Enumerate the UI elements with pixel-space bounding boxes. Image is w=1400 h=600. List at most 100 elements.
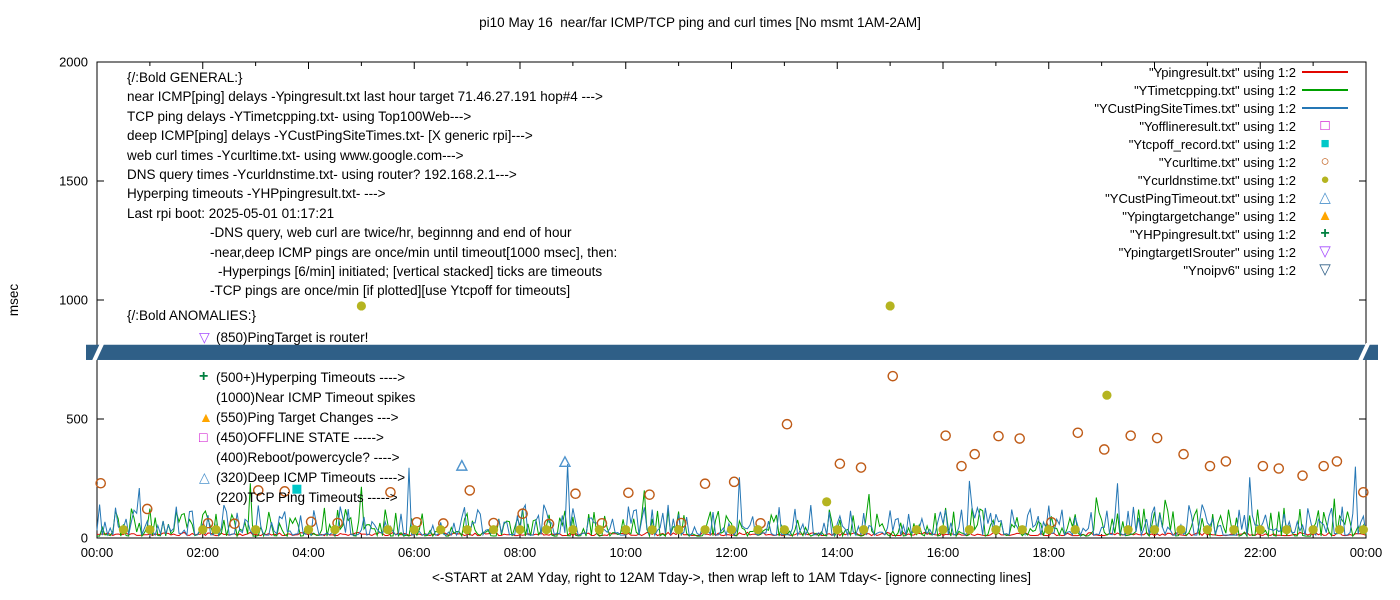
anomaly-text: (500+)Hyperping Timeouts ----> bbox=[216, 369, 406, 385]
point-Ycurldnstime.txt bbox=[356, 301, 366, 311]
point-Ycurltime.txt bbox=[1318, 460, 1329, 472]
legend: "Ypingresult.txt" using 1:2 "YTimetcpping… bbox=[1094, 63, 1354, 279]
x-tick-label: 08:00 bbox=[504, 545, 537, 560]
point-Ycurltime.txt bbox=[1273, 463, 1285, 474]
point-Ycurldnstime.txt bbox=[118, 525, 129, 535]
legend-label: "YCustPingTimeout.txt" using 1:2 bbox=[1105, 190, 1296, 206]
anomaly-entry-8: (220)TCP Ping Timeouts -----> bbox=[199, 487, 415, 507]
point-Ycurldnstime.txt bbox=[1123, 525, 1133, 535]
band-notch-left bbox=[92, 342, 104, 362]
point-Ycurldnstime.txt bbox=[885, 301, 895, 311]
x-tick-label: 02:00 bbox=[186, 545, 219, 560]
tri-down-open-marker-icon: ▽ bbox=[199, 329, 210, 345]
point-Ycurltime.txt bbox=[1220, 456, 1232, 467]
x-tick-label: 16:00 bbox=[927, 545, 960, 560]
square-fill-marker-icon: ■ bbox=[1320, 135, 1330, 152]
point-Ycurltime.txt bbox=[1178, 448, 1189, 460]
legend-item-2: "YCustPingSiteTimes.txt" using 1:2 bbox=[1094, 99, 1354, 117]
point-Ycurldnstime.txt bbox=[1255, 525, 1265, 535]
general-line-5: Hyperping timeouts -YHPpingresult.txt- -… bbox=[127, 186, 386, 202]
point-Ycurldnstime.txt bbox=[1017, 525, 1027, 535]
chart-title: pi10 May 16 near/far ICMP/TCP ping and c… bbox=[479, 15, 921, 30]
plus-marker-icon: + bbox=[199, 368, 209, 385]
legend-sample-tri-up-open-icon: △ bbox=[1296, 189, 1354, 206]
point-Ycurltime.txt bbox=[887, 370, 899, 382]
anomaly-text: (320)Deep ICMP Timeouts ----> bbox=[216, 469, 406, 485]
legend-label: "Ypingtargetchange" using 1:2 bbox=[1122, 208, 1296, 224]
point-Ycurltime.txt bbox=[1072, 427, 1084, 439]
point-Ycurldnstime.txt bbox=[594, 525, 604, 535]
point-YCustPingTimeout.txt bbox=[455, 459, 468, 471]
point-Ycurltime.txt bbox=[141, 503, 153, 515]
point-Ycurltime.txt bbox=[279, 486, 291, 497]
anomaly-entry-4: ▲ (550)Ping Target Changes ---> bbox=[199, 407, 415, 427]
point-Ycurldnstime.txt bbox=[568, 525, 578, 535]
legend-item-10: "YpingtargetISrouter" using 1:2 ▽ bbox=[1094, 243, 1354, 261]
legend-line-swatch bbox=[1302, 71, 1348, 73]
point-Ycurltime.txt bbox=[969, 448, 981, 460]
legend-sample-plus-icon: + bbox=[1296, 226, 1354, 242]
legend-label: "Ynoipv6" using 1:2 bbox=[1183, 262, 1296, 278]
legend-item-6: "Ycurldnstime.txt" using 1:2 ● bbox=[1094, 171, 1354, 189]
point-Ycurldnstime.txt bbox=[330, 525, 340, 535]
anomaly-text: (550)Ping Target Changes ---> bbox=[216, 409, 399, 425]
point-Ycurltime.txt bbox=[464, 485, 476, 496]
noipv6-band bbox=[86, 344, 1378, 360]
general-line-1: TCP ping delays -YTimetcpping.txt- using… bbox=[127, 108, 472, 124]
tri-up-fill-marker-icon: ▲ bbox=[199, 409, 213, 425]
x-tick-label: 20:00 bbox=[1138, 545, 1171, 560]
anomaly-entry-1 bbox=[199, 347, 415, 367]
x-tick-label: 18:00 bbox=[1032, 545, 1065, 560]
general-line-2: deep ICMP[ping] delays -YCustPingSiteTim… bbox=[127, 128, 533, 144]
point-Ycurldnstime.txt bbox=[198, 525, 208, 535]
x-tick-label: 12:00 bbox=[715, 545, 748, 560]
point-Ytcpoff_record.txt bbox=[292, 484, 302, 494]
x-tick-label: 22:00 bbox=[1244, 545, 1277, 560]
point-Ycurldnstime.txt bbox=[211, 525, 221, 535]
point-Ycurltime.txt bbox=[1297, 470, 1308, 481]
general-line-7: -DNS query, web curl are twice/hr, begin… bbox=[210, 225, 572, 241]
legend-item-1: "YTimetcpping.txt" using 1:2 bbox=[1094, 81, 1354, 99]
legend-line-swatch bbox=[1302, 107, 1348, 109]
square-open-marker-icon: □ bbox=[199, 429, 208, 445]
general-line-0: near ICMP[ping] delays -Ypingresult.txt … bbox=[127, 89, 603, 105]
x-tick-label: 14:00 bbox=[821, 545, 854, 560]
point-Ycurldnstime.txt bbox=[964, 525, 975, 535]
y-tick-label: 1500 bbox=[59, 174, 88, 189]
point-Ycurldnstime.txt bbox=[1282, 525, 1292, 535]
point-Ycurldnstime.txt bbox=[779, 525, 789, 535]
legend-item-4: "Ytcpoff_record.txt" using 1:2 ■ bbox=[1094, 135, 1354, 153]
legend-item-0: "Ypingresult.txt" using 1:2 bbox=[1094, 63, 1354, 81]
point-Ycurldnstime.txt bbox=[700, 525, 710, 535]
legend-sample-line-icon bbox=[1296, 107, 1354, 109]
legend-label: "Ycurldnstime.txt" using 1:2 bbox=[1137, 172, 1296, 188]
point-Ycurltime.txt bbox=[202, 517, 214, 529]
point-Ycurldnstime.txt bbox=[647, 525, 657, 535]
anomalies-header: {/:Bold ANOMALIES:} bbox=[127, 308, 257, 323]
legend-item-7: "YCustPingTimeout.txt" using 1:2 △ bbox=[1094, 189, 1354, 207]
point-Ycurldnstime.txt bbox=[1334, 525, 1345, 535]
point-Ycurldnstime.txt bbox=[1102, 390, 1112, 400]
point-Ycurltime.txt bbox=[252, 485, 264, 496]
legend-sample-circle-open-icon: ○ bbox=[1296, 154, 1354, 169]
general-line-3: web curl times -Ycurltime.txt- using www… bbox=[127, 147, 464, 163]
legend-sample-square-fill-icon: ■ bbox=[1296, 135, 1354, 152]
point-Ycurltime.txt bbox=[385, 487, 396, 498]
point-Ycurldnstime.txt bbox=[1176, 525, 1186, 535]
point-Ycurltime.txt bbox=[1257, 460, 1269, 472]
legend-label: "YpingtargetISrouter" using 1:2 bbox=[1118, 244, 1296, 260]
general-line-9: -Hyperpings [6/min] initiated; [vertical… bbox=[218, 263, 603, 279]
point-Ycurltime.txt bbox=[1331, 456, 1343, 467]
tri-up-open-marker-icon: △ bbox=[1319, 189, 1331, 206]
point-Ycurltime.txt bbox=[781, 418, 793, 430]
point-Ycurldnstime.txt bbox=[515, 525, 525, 535]
point-YCustPingTimeout.txt bbox=[558, 455, 572, 468]
point-Ycurldnstime.txt bbox=[541, 525, 552, 535]
point-Ycurldnstime.txt bbox=[436, 525, 446, 535]
point-Ycurltime.txt bbox=[699, 478, 711, 490]
y-tick-label: 0 bbox=[81, 531, 88, 546]
point-Ycurldnstime.txt bbox=[1044, 525, 1054, 535]
anomaly-entry-2: + (500+)Hyperping Timeouts ----> bbox=[199, 367, 415, 387]
point-Ycurltime.txt bbox=[940, 430, 951, 441]
